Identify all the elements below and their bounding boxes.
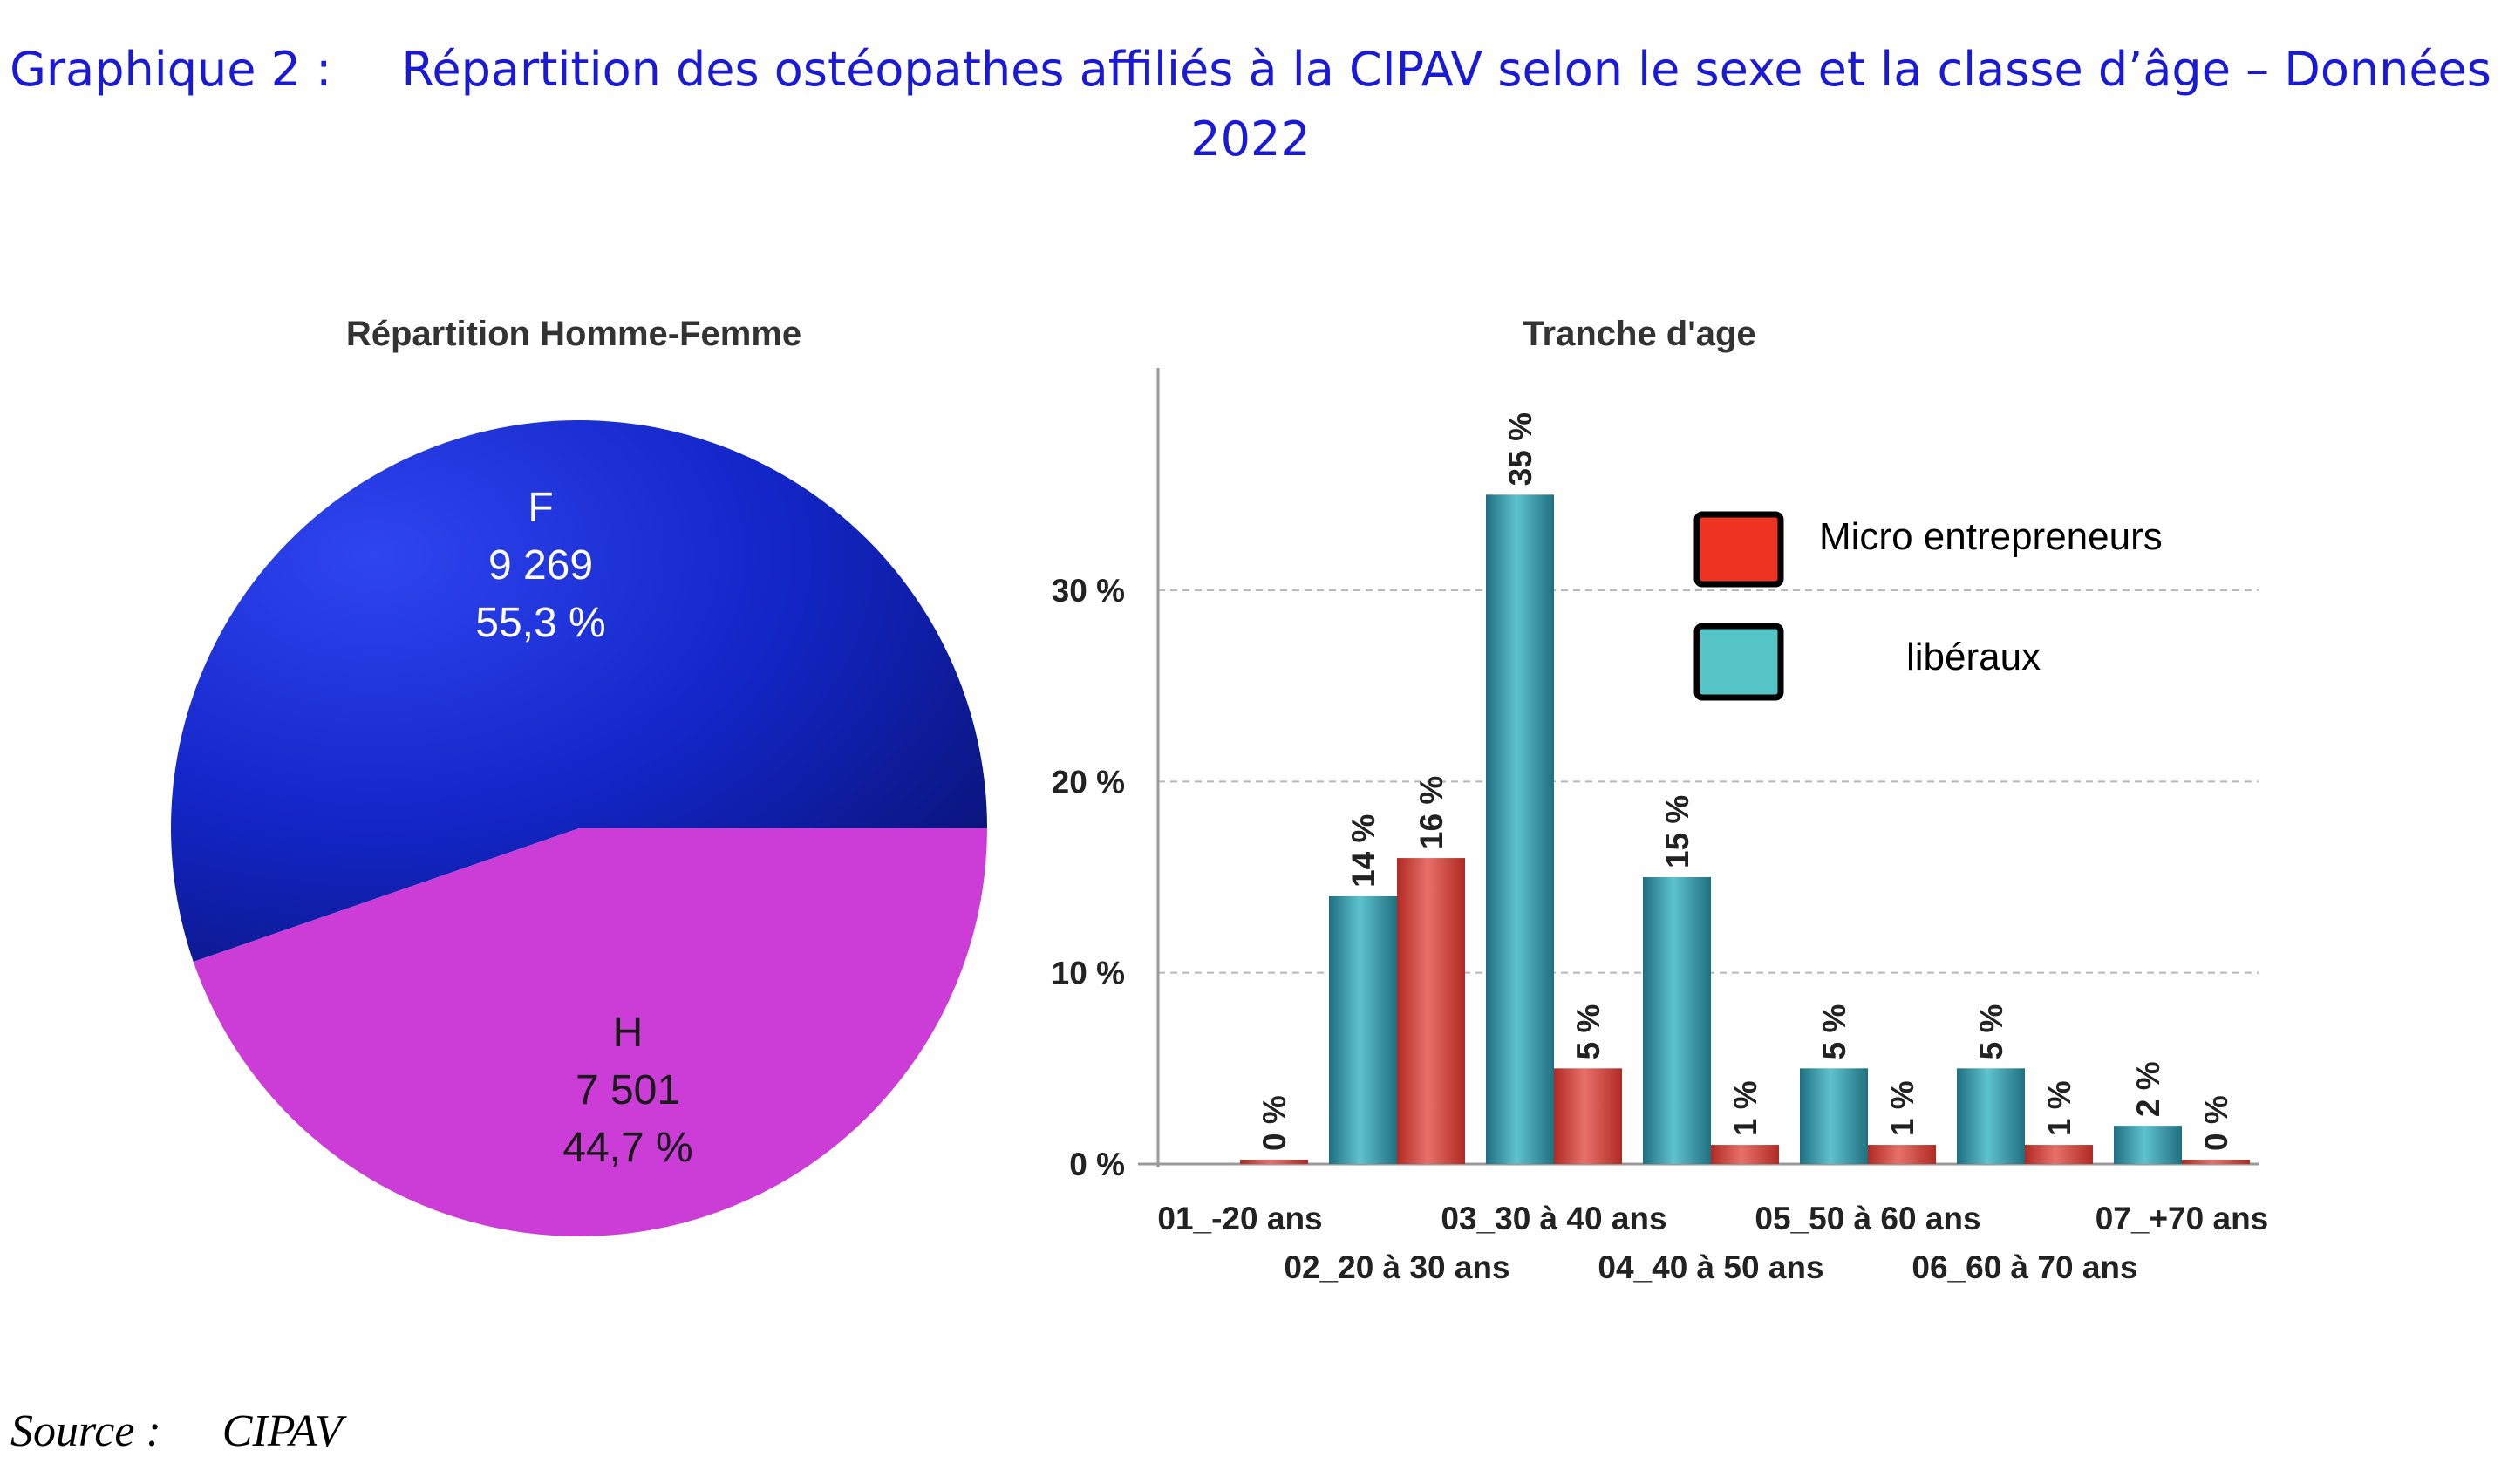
pie-slice-female: [171, 420, 988, 962]
x-tick-label: 03_30 à 40 ans: [1441, 1201, 1666, 1236]
bar-micro: [1711, 1145, 1779, 1164]
figure-title: Graphique 2 : Répartition des ostéopathes…: [0, 35, 2501, 174]
bar-micro-value-label: 16 %: [1414, 776, 1449, 849]
legend: Micro entrepreneurs libéraux: [1693, 511, 2163, 701]
bar-liberaux: [1643, 877, 1711, 1164]
title-text: Répartition des ostéopathes affiliés à l…: [401, 42, 2491, 97]
title-line-2: 2022: [1190, 112, 1311, 167]
bar-liberaux: [1329, 895, 1397, 1164]
pie-label-f-percent: 55,3 %: [475, 600, 605, 646]
bar-micro: [1397, 858, 1465, 1164]
bar-micro-value-label: 0 %: [1257, 1095, 1292, 1151]
x-tick-label: 06_60 à 70 ans: [1912, 1249, 2137, 1285]
pie-label-f-name: F: [528, 485, 553, 531]
legend-label-micro: Micro entrepreneurs: [1819, 515, 2163, 558]
bar-liberaux: [1957, 1068, 2025, 1164]
x-tick-label: 01_-20 ans: [1157, 1201, 1322, 1236]
bar-chart: Tranche d'age 0 % 14 % 16 % 35 % 5 % 15 % 1 % 5…: [1052, 315, 2269, 1285]
bar-micro-value-label: 5 %: [1571, 1004, 1606, 1060]
source-label: Source :: [10, 1406, 161, 1456]
bar-micro: [2182, 1160, 2250, 1164]
x-tick-label: 04_40 à 50 ans: [1598, 1249, 1823, 1285]
bar-liberaux: [1800, 1068, 1868, 1164]
x-tick-label: 02_20 à 30 ans: [1284, 1249, 1509, 1285]
title-line-1: Graphique 2 : Répartition des ostéopathes…: [0, 35, 2501, 105]
legend-swatch-micro: [1693, 511, 1784, 588]
x-tick-label: 05_50 à 60 ans: [1755, 1201, 1980, 1236]
pie-label-f-count: 9 269: [488, 542, 593, 589]
pie-label-h-percent: 44,7 %: [562, 1125, 692, 1171]
legend-label-liberaux: libéraux: [1906, 636, 2041, 678]
pie-chart: Répartition Homme-Femme F 9 269 55,3 % H…: [171, 315, 988, 1237]
pie-label-h-name: H: [613, 1010, 644, 1056]
source-note: Source : CIPAV: [10, 1406, 343, 1457]
y-tick-label: 20 %: [1052, 764, 1125, 800]
bar-micro: [1554, 1068, 1622, 1164]
pie-label-h-count: 7 501: [576, 1067, 680, 1113]
bar-liberaux-value-label: 15 %: [1659, 795, 1695, 868]
pie-slice-male: [193, 828, 988, 1237]
bar-liberaux-value-label: 14 %: [1346, 814, 1381, 888]
bar-chart-title: Tranche d'age: [1523, 315, 1755, 353]
bar-liberaux-value-label: 35 %: [1503, 412, 1538, 486]
x-tick-label: 07_+70 ans: [2096, 1201, 2269, 1236]
bar-liberaux-value-label: 5 %: [1816, 1004, 1852, 1060]
legend-swatch-liberaux: [1693, 623, 1784, 701]
bar-micro-value-label: 1 %: [2041, 1080, 2077, 1136]
x-axis-labels: 01_-20 ans 02_20 à 30 ans 03_30 à 40 ans 04…: [1157, 1201, 2268, 1285]
y-tick-label: 0 %: [1069, 1147, 1125, 1182]
pie-title: Répartition Homme-Femme: [346, 315, 801, 353]
bar-micro: [1868, 1145, 1936, 1164]
y-axis-labels: 0 % 10 % 20 % 30 %: [1052, 573, 1125, 1182]
bars: 0 % 14 % 16 % 35 % 5 % 15 % 1 % 5 % 1 % 5 % 1 % 2 %…: [1240, 412, 2250, 1164]
bar-micro-value-label: 1 %: [1884, 1080, 1920, 1136]
figure-number: Graphique 2 :: [10, 42, 332, 97]
bar-micro: [2025, 1145, 2093, 1164]
bar-micro-value-label: 1 %: [1728, 1080, 1763, 1136]
bar-micro: [1240, 1160, 1308, 1164]
source-value: CIPAV: [221, 1406, 343, 1456]
bar-liberaux-value-label: 2 %: [2130, 1061, 2166, 1117]
y-tick-label: 10 %: [1052, 956, 1125, 991]
bar-liberaux: [2114, 1126, 2182, 1164]
y-tick-label: 30 %: [1052, 573, 1125, 609]
bar-liberaux: [1486, 494, 1554, 1164]
bar-liberaux-value-label: 5 %: [1973, 1004, 2009, 1060]
bar-micro-value-label: 0 %: [2198, 1095, 2234, 1151]
